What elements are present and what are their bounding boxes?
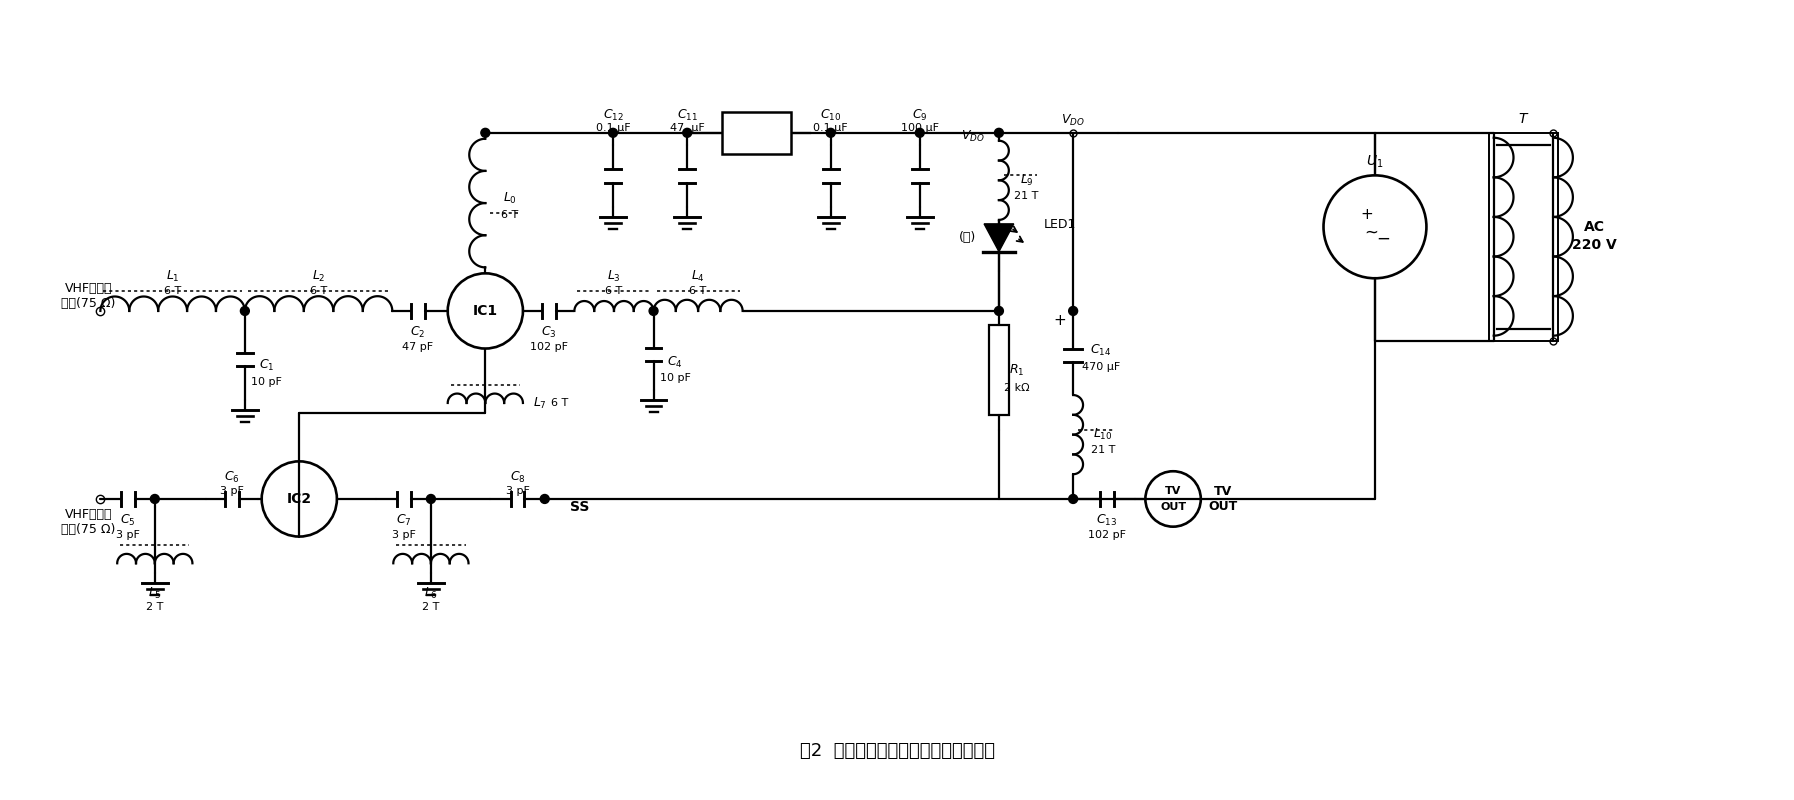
Text: $C_7$: $C_7$: [396, 513, 411, 528]
Text: 3 pF: 3 pF: [391, 530, 416, 539]
Text: 2 kΩ: 2 kΩ: [1005, 383, 1030, 393]
Polygon shape: [985, 224, 1014, 251]
Text: $L_0$: $L_0$: [502, 190, 517, 206]
Text: SS: SS: [570, 500, 588, 514]
Circle shape: [915, 128, 924, 138]
Text: VHF电视信: VHF电视信: [65, 282, 113, 294]
Text: $T$: $T$: [1518, 112, 1528, 126]
Text: ~: ~: [1363, 224, 1378, 242]
Text: VHF电视信: VHF电视信: [65, 508, 113, 522]
Text: 100 μF: 100 μF: [901, 123, 938, 133]
Text: TV: TV: [1213, 485, 1232, 498]
Text: IC2: IC2: [287, 492, 312, 506]
Text: $C_3$: $C_3$: [540, 325, 556, 340]
Text: 0.1 μF: 0.1 μF: [596, 123, 630, 133]
Text: 图2  放大－混合方式天线放大器电路图: 图2 放大－混合方式天线放大器电路图: [800, 742, 994, 760]
Text: −: −: [1376, 230, 1390, 248]
Text: $V_{DO}$: $V_{DO}$: [1062, 114, 1085, 129]
Text: $C_6$: $C_6$: [224, 470, 240, 485]
Text: (红): (红): [958, 231, 976, 244]
Circle shape: [1069, 494, 1078, 503]
Circle shape: [481, 128, 490, 138]
Text: 102 pF: 102 pF: [529, 342, 567, 351]
Circle shape: [684, 128, 692, 138]
Text: 47 pF: 47 pF: [402, 342, 434, 351]
Text: $C_9$: $C_9$: [911, 107, 927, 122]
Text: $C_{11}$: $C_{11}$: [676, 107, 698, 122]
Text: $L_9$: $L_9$: [1019, 173, 1033, 188]
Text: 3 pF: 3 pF: [221, 486, 244, 496]
Text: LED1: LED1: [1044, 218, 1076, 231]
Text: IC3: IC3: [748, 114, 766, 124]
Text: 2 T: 2 T: [145, 602, 163, 612]
Text: $L_3$: $L_3$: [606, 269, 621, 284]
Text: 0.1 μF: 0.1 μF: [813, 123, 849, 133]
Text: OUT: OUT: [1161, 502, 1186, 512]
Text: AC: AC: [1584, 220, 1606, 234]
Text: $C_{13}$: $C_{13}$: [1096, 513, 1118, 528]
Text: +: +: [1053, 314, 1066, 328]
Text: 21 T: 21 T: [1091, 446, 1116, 455]
Text: 47  μF: 47 μF: [669, 123, 705, 133]
Text: 号人(75 Ω): 号人(75 Ω): [61, 523, 115, 536]
Text: IC1: IC1: [474, 304, 499, 318]
Text: $R_1$: $R_1$: [1008, 362, 1024, 378]
Circle shape: [540, 494, 549, 503]
Bar: [721, 112, 791, 154]
Text: $L_5$: $L_5$: [147, 586, 161, 601]
Text: OUT: OUT: [1207, 500, 1238, 514]
Text: $L_7$: $L_7$: [533, 395, 547, 410]
Text: 2 T: 2 T: [422, 602, 440, 612]
Text: 6 T: 6 T: [310, 286, 327, 296]
Text: $C_2$: $C_2$: [411, 325, 425, 340]
Text: 3 pF: 3 pF: [115, 530, 140, 539]
Text: 7805: 7805: [737, 129, 775, 142]
Text: $C_8$: $C_8$: [509, 470, 526, 485]
Text: TV: TV: [1164, 486, 1180, 496]
Text: $C_5$: $C_5$: [120, 513, 135, 528]
Circle shape: [151, 494, 160, 503]
Circle shape: [608, 128, 617, 138]
Text: 10 pF: 10 pF: [660, 374, 691, 383]
Circle shape: [994, 306, 1003, 315]
Text: 21 T: 21 T: [1014, 191, 1039, 201]
Text: $C_{10}$: $C_{10}$: [820, 107, 841, 122]
Text: 6 T: 6 T: [551, 398, 569, 408]
Circle shape: [240, 306, 249, 315]
Circle shape: [649, 306, 658, 315]
Bar: [988, 325, 1008, 415]
Bar: [1489, 133, 1557, 341]
Text: 102 pF: 102 pF: [1087, 530, 1127, 539]
Circle shape: [994, 128, 1003, 138]
Text: $L_{10}$: $L_{10}$: [1093, 427, 1112, 442]
Text: 6 T: 6 T: [163, 286, 181, 296]
Text: $C_4$: $C_4$: [667, 355, 684, 370]
Text: 6 T: 6 T: [689, 286, 707, 296]
Text: $U_1$: $U_1$: [1367, 154, 1383, 170]
Text: $L_1$: $L_1$: [165, 269, 179, 284]
Text: +: +: [1360, 207, 1374, 222]
Text: 470 μF: 470 μF: [1082, 362, 1119, 372]
Text: 6 T: 6 T: [605, 286, 623, 296]
Circle shape: [1069, 306, 1078, 315]
Text: 220 V: 220 V: [1572, 238, 1616, 252]
Circle shape: [827, 128, 836, 138]
Text: $C_{12}$: $C_{12}$: [603, 107, 624, 122]
Text: $L_2$: $L_2$: [312, 269, 325, 284]
Text: $C_{14}$: $C_{14}$: [1091, 343, 1112, 358]
Text: 10 pF: 10 pF: [251, 377, 282, 387]
Text: $L_4$: $L_4$: [691, 269, 705, 284]
Text: 号人(75 Ω): 号人(75 Ω): [61, 297, 115, 310]
Text: 6 T: 6 T: [502, 210, 518, 220]
Text: 3 pF: 3 pF: [506, 486, 529, 496]
Circle shape: [427, 494, 436, 503]
Text: $V_{DO}$: $V_{DO}$: [962, 130, 985, 144]
Text: $C_1$: $C_1$: [258, 358, 274, 373]
Text: $L_6$: $L_6$: [423, 586, 438, 601]
